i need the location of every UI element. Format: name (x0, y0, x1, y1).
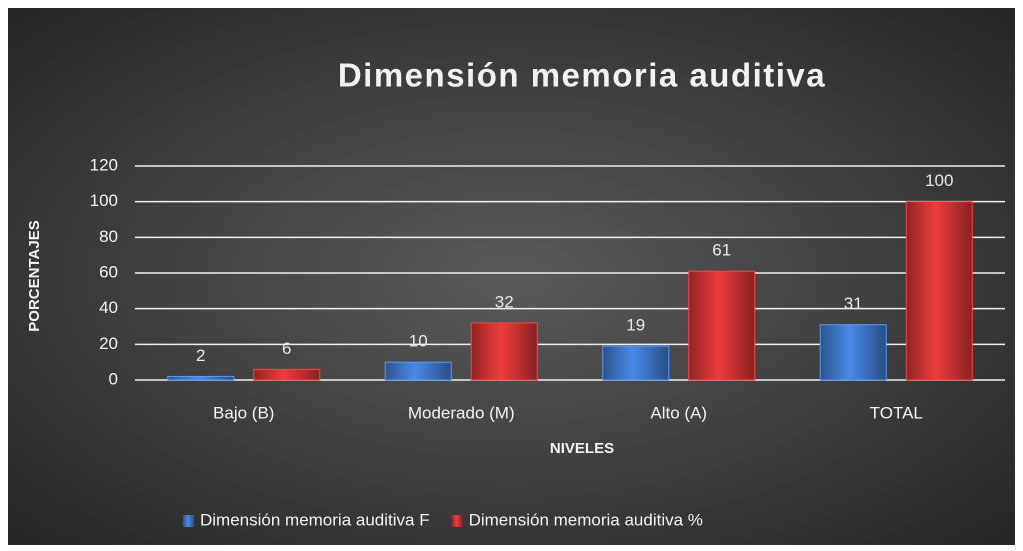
x-tick-label: TOTAL (870, 403, 923, 422)
bar (167, 375, 235, 381)
y-axis-title: PORCENTAJES (26, 220, 43, 331)
bar (905, 201, 973, 381)
legend-swatch (183, 515, 194, 527)
y-tick-label: 40 (99, 298, 118, 317)
data-label: 19 (626, 316, 645, 335)
x-axis-title: NIVELES (550, 440, 614, 457)
data-label: 10 (409, 332, 428, 351)
data-label: 2 (196, 346, 205, 365)
bar (688, 270, 756, 381)
y-tick-label: 60 (99, 262, 118, 281)
chart-background (8, 8, 1015, 545)
data-label: 61 (712, 241, 731, 260)
x-tick-label: Bajo (B) (213, 403, 274, 422)
legend-label: Dimensión memoria auditiva F (200, 510, 430, 529)
y-tick-label: 0 (109, 369, 118, 388)
data-label: 100 (925, 171, 953, 190)
x-tick-label: Moderado (M) (408, 403, 515, 422)
x-tick-label: Alto (A) (650, 403, 707, 422)
bar (819, 324, 887, 381)
chart-title: Dimensión memoria auditiva (338, 57, 826, 94)
data-label: 32 (495, 292, 514, 311)
y-tick-label: 20 (99, 334, 118, 353)
data-label: 31 (844, 294, 863, 313)
y-tick-label: 100 (90, 191, 118, 210)
legend-label: Dimensión memoria auditiva % (469, 510, 703, 529)
legend-swatch (451, 515, 463, 527)
y-tick-label: 120 (90, 155, 118, 174)
bar (253, 368, 321, 381)
data-label: 6 (282, 339, 291, 358)
bar (470, 322, 538, 381)
y-tick-label: 80 (99, 227, 118, 246)
bar (602, 345, 670, 381)
bar (384, 361, 452, 381)
